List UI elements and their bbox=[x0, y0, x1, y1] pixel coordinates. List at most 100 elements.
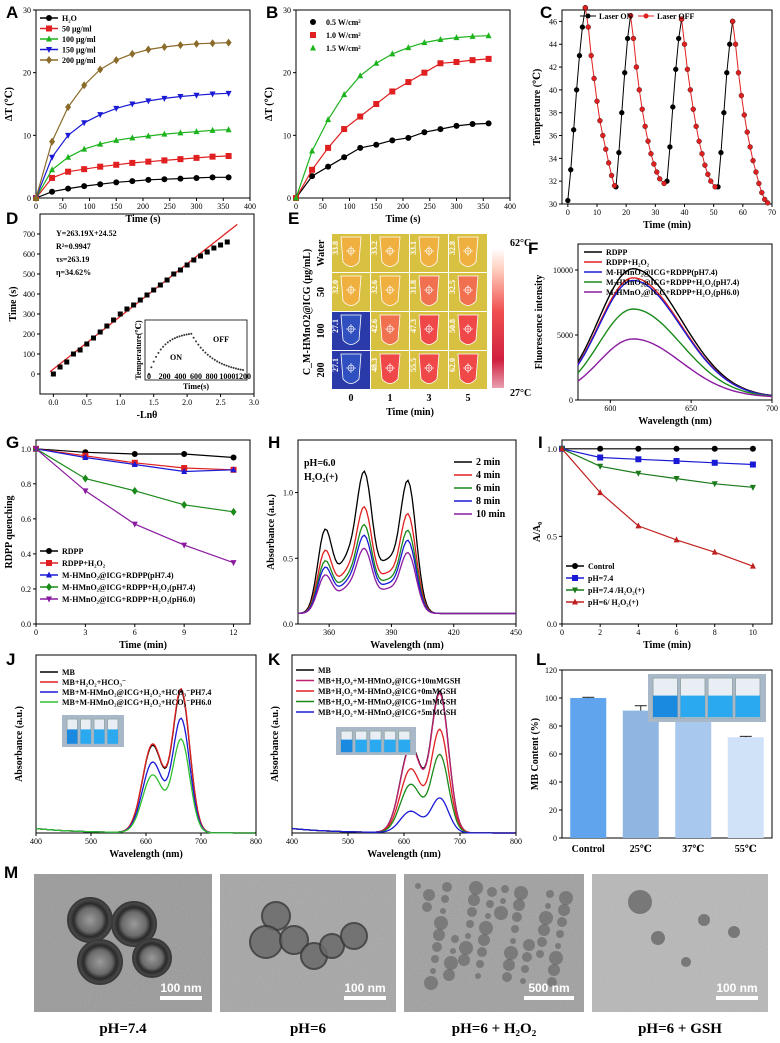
y-tick-label: 0 bbox=[569, 396, 573, 405]
data-point bbox=[49, 154, 56, 161]
data-point bbox=[749, 461, 756, 468]
x-tick-label: 2.0 bbox=[182, 398, 192, 407]
fit-annotation: R²=0.9947 bbox=[56, 242, 91, 251]
y-tick-label: 80 bbox=[549, 722, 557, 731]
legend-label: Laser ON bbox=[599, 12, 633, 21]
data-point bbox=[325, 144, 332, 151]
tem-image-1: 100 nm pH=6 bbox=[220, 874, 396, 1037]
legend-marker bbox=[46, 583, 52, 591]
fragment bbox=[522, 952, 532, 962]
x-tick-label: 360 bbox=[323, 628, 335, 637]
panel-letter: M bbox=[4, 863, 18, 882]
y-tick-label: 46 bbox=[549, 17, 557, 26]
col-label: 3 bbox=[427, 393, 432, 404]
inset-x-tick: 0 bbox=[147, 372, 151, 381]
vial-liquid bbox=[94, 729, 105, 744]
data-point bbox=[642, 123, 648, 130]
y-axis-label: RDPP quenching bbox=[4, 495, 15, 568]
plot-frame bbox=[35, 439, 251, 625]
data-point bbox=[624, 35, 631, 42]
series-line-4 bbox=[35, 42, 229, 199]
row-label: 100 bbox=[316, 324, 327, 339]
data-point bbox=[597, 454, 604, 461]
y-tick-label: 500 bbox=[23, 270, 35, 279]
chart-panel-J: 400 500 600 700 800 Wavelength (nm) Absorbance… bbox=[14, 654, 262, 860]
legend-marker bbox=[310, 44, 316, 51]
data-point bbox=[693, 123, 699, 130]
tem-image-0: 100 nm pH=7.4 bbox=[34, 874, 212, 1037]
data-point bbox=[225, 38, 232, 47]
data-point bbox=[131, 302, 137, 308]
data-point bbox=[732, 41, 739, 47]
vial-liquid bbox=[708, 695, 733, 718]
data-point bbox=[91, 335, 96, 341]
col-label: 1 bbox=[388, 393, 393, 404]
inset-point bbox=[195, 340, 197, 343]
series-line-3 bbox=[35, 738, 256, 834]
fragment bbox=[443, 969, 455, 981]
data-point bbox=[437, 60, 444, 67]
bar-3 bbox=[727, 737, 764, 838]
fragment bbox=[501, 885, 509, 893]
panel-letter: F bbox=[528, 239, 538, 258]
tem-caption: pH=6 bbox=[290, 1021, 327, 1037]
inset-point bbox=[166, 341, 169, 344]
data-point bbox=[485, 120, 492, 127]
nanoparticle bbox=[249, 925, 283, 959]
inset-point bbox=[150, 366, 153, 369]
data-point bbox=[193, 92, 200, 99]
chart-panel-B: 0 50 100 150 200 250 300 350 400 0 10 20 30 Time (s) Δ… bbox=[264, 6, 516, 225]
data-point bbox=[124, 306, 130, 312]
data-point bbox=[193, 174, 200, 181]
y-tick-label: 42 bbox=[549, 63, 557, 72]
fit-annotation: Y=263.19X+24.52 bbox=[56, 229, 117, 238]
row-label: 50 bbox=[316, 287, 327, 297]
y-tick-label: 40 bbox=[549, 86, 557, 95]
panel-letter: E bbox=[288, 209, 299, 228]
data-point bbox=[341, 126, 348, 133]
fragment bbox=[486, 900, 494, 908]
data-point bbox=[204, 249, 210, 255]
data-point bbox=[579, 24, 586, 30]
cell-temp-label: 47.3 bbox=[409, 319, 418, 333]
series-line-0 bbox=[577, 267, 773, 397]
data-point bbox=[696, 138, 702, 144]
data-point bbox=[84, 341, 90, 347]
data-point bbox=[181, 500, 188, 509]
data-point bbox=[485, 55, 492, 62]
legend-marker bbox=[572, 598, 578, 605]
data-point bbox=[635, 470, 642, 477]
data-point bbox=[661, 180, 667, 187]
fragment bbox=[466, 920, 474, 928]
data-point bbox=[193, 39, 200, 48]
series-line-0 bbox=[615, 15, 631, 187]
nanoparticle bbox=[132, 938, 172, 978]
y-tick-label: 0.5 bbox=[283, 554, 293, 563]
legend-label: 1.5 W/cm² bbox=[326, 44, 361, 53]
panel-letter: H bbox=[268, 433, 280, 452]
data-point bbox=[735, 70, 742, 76]
x-tick-label: 400 bbox=[504, 202, 516, 211]
data-point bbox=[565, 197, 571, 204]
legend-label: MB+M-HMnO₂@ICG+H₂O₂+HCO₃⁻PH6.0 bbox=[62, 698, 211, 707]
fragment bbox=[415, 883, 421, 889]
y-tick-label: 0.8 bbox=[21, 480, 31, 489]
fragment bbox=[432, 942, 442, 952]
inset-frame bbox=[144, 319, 248, 381]
legend-marker bbox=[572, 587, 578, 594]
x-tick-label: 400 bbox=[286, 837, 298, 846]
panel-letter: A bbox=[6, 3, 18, 22]
inset-point bbox=[242, 369, 244, 372]
data-point bbox=[177, 129, 184, 136]
inset-x-tick: 1200 bbox=[235, 372, 251, 381]
chart-panel-G: 0 3 6 9 12 0.0 0.2 0.4 0.6 0.8 1.0 Time (min) RDPP q… bbox=[4, 439, 251, 651]
data-point bbox=[129, 159, 136, 166]
inset-point bbox=[230, 366, 233, 369]
inset-point bbox=[148, 373, 150, 375]
plot-frame bbox=[577, 243, 773, 401]
data-point bbox=[181, 542, 188, 549]
data-point bbox=[211, 245, 217, 251]
x-tick-label: 150 bbox=[110, 202, 122, 211]
fragment bbox=[537, 937, 547, 947]
